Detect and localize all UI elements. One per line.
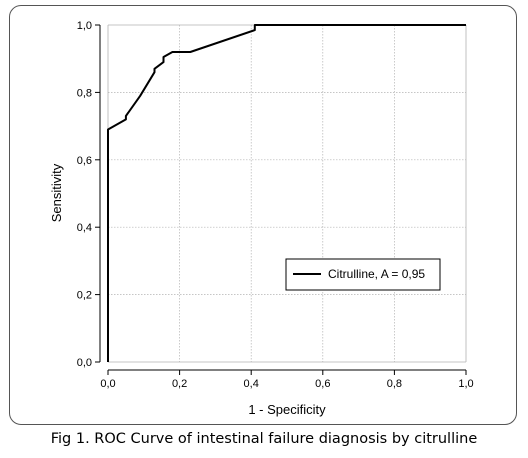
y-tick-label: 0,4	[77, 222, 92, 234]
y-tick-label: 1,0	[77, 20, 92, 32]
roc-chart: 0,0 0,2 0,4 0,6 0,8 1,0 0,0 0,2 0,4 0,6 0,8 1,0 1 …	[49, 20, 474, 417]
y-tick-label: 0,6	[77, 155, 92, 167]
roc-curve-line	[107, 24, 466, 362]
x-tick-label: 0,2	[172, 378, 187, 390]
x-tick-label: 0,6	[315, 378, 330, 390]
x-axis-ticks: 0,0 0,2 0,4 0,6 0,8 1,0	[100, 369, 474, 390]
legend: Citrulline, A = 0,95	[285, 258, 441, 291]
series-group	[107, 24, 466, 362]
x-tick-label: 0,8	[387, 378, 402, 390]
legend-label: Citrulline, A = 0,95	[328, 267, 425, 281]
figure-caption: Fig 1. ROC Curve of intestinal failure d…	[50, 431, 478, 447]
y-axis-ticks: 0,0 0,2 0,4 0,6 0,8 1,0	[77, 20, 101, 369]
y-axis-title: Sensitivity	[49, 163, 64, 222]
x-tick-label: 1,0	[458, 378, 473, 390]
y-tick-label: 0,8	[77, 87, 92, 99]
y-tick-label: 0,0	[77, 357, 92, 369]
x-tick-label: 0,0	[100, 378, 115, 390]
x-tick-label: 0,4	[244, 378, 259, 390]
y-tick-label: 0,2	[77, 290, 92, 302]
gridlines	[108, 25, 466, 362]
plot-area	[108, 25, 466, 362]
x-axis-title: 1 - Specificity	[248, 402, 326, 417]
